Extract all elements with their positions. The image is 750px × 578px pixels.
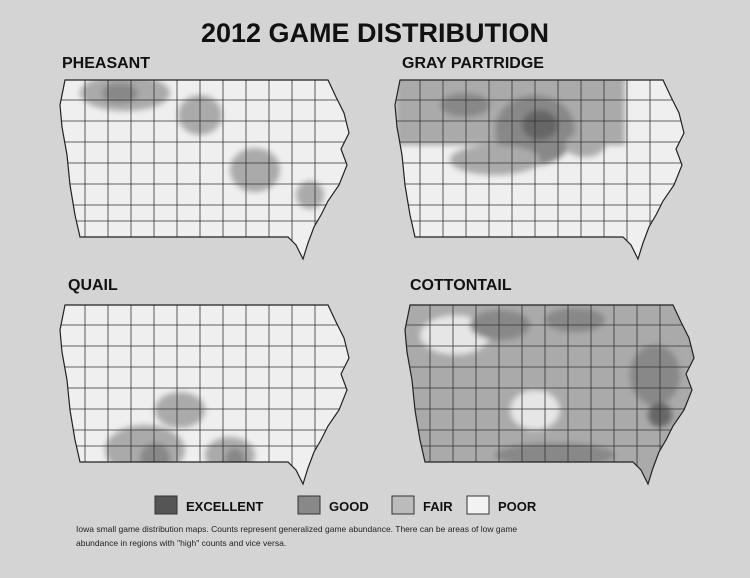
legend-swatch [391,495,415,515]
title: 2012 GAME DISTRIBUTION [201,18,549,48]
legend-label: EXCELLENT [186,499,263,514]
map-pheasant [59,79,350,260]
legend-label: FAIR [423,499,453,514]
caption: Iowa small game distribution maps. Count… [76,524,517,534]
map-cottontail [404,304,695,485]
legend-label: POOR [498,499,537,514]
legend: EXCELLENT GOOD FAIR POOR [154,495,537,515]
map-label: QUAIL [68,277,118,294]
legend-swatch [154,495,178,515]
map-quail [59,304,350,485]
legend-swatch [466,495,490,515]
map-label: COTTONTAIL [410,277,512,294]
map-label: PHEASANT [62,55,150,72]
map-gray-partridge [394,79,685,260]
legend-label: GOOD [329,499,369,514]
caption: abundance in regions with "high" counts … [76,538,286,548]
legend-swatch [297,495,321,515]
map-label: GRAY PARTRIDGE [402,55,544,72]
